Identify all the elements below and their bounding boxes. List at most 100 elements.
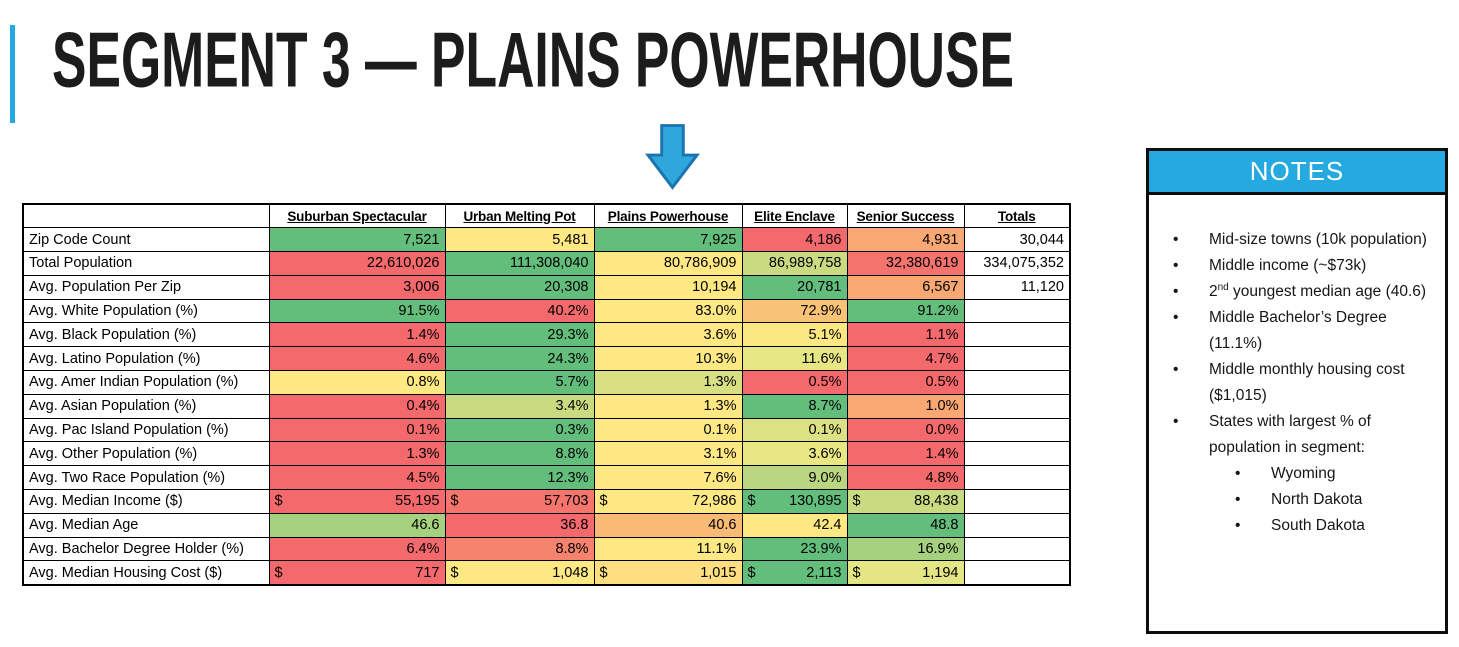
notes-item-text: 2nd youngest median age (40.6)	[1209, 281, 1427, 300]
value-cell: 7,521	[268, 227, 446, 253]
value-cell: $717	[268, 560, 446, 586]
notes-item-text: Middle income (~$73k)	[1209, 257, 1367, 274]
value-cell: 1.3%	[593, 370, 743, 395]
table-header: Suburban Spectacular Urban Melting Pot Pla…	[22, 203, 1071, 229]
total-cell: 11,120	[963, 274, 1071, 300]
value-cell: $55,195	[268, 489, 446, 514]
value-cell: 0.4%	[268, 393, 446, 419]
value-cell: 20,781	[741, 274, 848, 300]
notes-sub-item: • South Dakota	[1169, 513, 1431, 539]
notes-item: • States with largest % of population in …	[1169, 409, 1431, 461]
value-cell: 29.3%	[444, 322, 595, 348]
table-row: Avg. White Population (%) 91.5% 40.2% 83.0%…	[22, 298, 1071, 324]
notes-item-text: Middle Bachelor’s Degree (11.1%)	[1209, 309, 1387, 352]
value-cell: 42.4	[741, 512, 848, 538]
notes-sub-item: • North Dakota	[1169, 487, 1431, 513]
bullet-icon: •	[1173, 309, 1179, 326]
currency-symbol: $	[450, 564, 459, 581]
row-label-cell: Avg. Amer Indian Population (%)	[22, 370, 270, 395]
total-cell	[963, 536, 1071, 562]
notes-body: • Mid-size towns (10k population) • Middle …	[1149, 195, 1445, 539]
value-cell: 4.8%	[846, 465, 965, 491]
table-row: Avg. Pac Island Population (%) 0.1% 0.3% 0.…	[22, 417, 1071, 443]
value-cell: $1,194	[846, 560, 965, 586]
row-label-cell: Zip Code Count	[22, 227, 270, 253]
value-cell: 1.3%	[268, 441, 446, 467]
table-row: Avg. Black Population (%) 1.4% 29.3% 3.6% 5.…	[22, 322, 1071, 348]
value-cell: 0.8%	[268, 370, 446, 395]
value-cell: $57,703	[444, 489, 595, 514]
bullet-icon: •	[1235, 491, 1241, 508]
notes-item-text: Middle monthly housing cost ($1,015)	[1209, 361, 1405, 404]
value-cell: 5.7%	[444, 370, 595, 395]
row-label-cell: Avg. Other Population (%)	[22, 441, 270, 467]
value-cell: 5.1%	[741, 322, 848, 348]
value-cell: 4.5%	[268, 465, 446, 491]
value-cell: 1.4%	[846, 441, 965, 467]
notes-sub-item-text: South Dakota	[1271, 517, 1365, 534]
total-cell: 334,075,352	[963, 251, 1071, 276]
notes-item: • Middle income (~$73k)	[1169, 253, 1431, 279]
notes-sub-item-text: Wyoming	[1271, 465, 1336, 482]
table-row: Avg. Median Age 46.6 36.8 40.6 42.4 48.8	[22, 512, 1071, 538]
bullet-icon: •	[1235, 465, 1241, 482]
total-cell	[963, 417, 1071, 443]
row-label-cell: Total Population	[22, 251, 270, 276]
notes-title: NOTES	[1149, 151, 1445, 195]
title-accent-bar	[10, 25, 15, 123]
notes-item: • Middle Bachelor’s Degree (11.1%)	[1169, 305, 1431, 357]
column-header-elite-enclave: Elite Enclave	[741, 203, 848, 229]
value-cell: 0.1%	[741, 417, 848, 443]
segment-comparison-table: Suburban Spectacular Urban Melting Pot Pla…	[22, 203, 1071, 586]
value-cell: 7,925	[593, 227, 743, 253]
corner-cell	[22, 203, 270, 229]
row-label-cell: Avg. Population Per Zip	[22, 274, 270, 300]
row-label-cell: Avg. Median Income ($)	[22, 489, 270, 514]
bullet-icon: •	[1173, 231, 1179, 248]
value-cell: 86,989,758	[741, 251, 848, 276]
total-cell	[963, 465, 1071, 491]
table-row: Avg. Two Race Population (%) 4.5% 12.3% 7.6…	[22, 465, 1071, 491]
value-cell: 3,006	[268, 274, 446, 300]
value-cell: 0.3%	[444, 417, 595, 443]
value-cell: 7.6%	[593, 465, 743, 491]
total-cell	[963, 393, 1071, 419]
value-cell: 6.4%	[268, 536, 446, 562]
table-row: Avg. Median Housing Cost ($) $717 $1,048 $1…	[22, 560, 1071, 586]
notes-sub-item: • Wyoming	[1169, 461, 1431, 487]
value-cell: 91.2%	[846, 298, 965, 324]
value-cell: $88,438	[846, 489, 965, 514]
total-cell	[963, 346, 1071, 372]
row-label-cell: Avg. Asian Population (%)	[22, 393, 270, 419]
value-cell: 3.6%	[593, 322, 743, 348]
notes-item: • 2nd youngest median age (40.6)	[1169, 279, 1431, 305]
value-cell: 36.8	[444, 512, 595, 538]
currency-symbol: $	[450, 493, 459, 510]
value-cell: 72.9%	[741, 298, 848, 324]
value-cell: 11.1%	[593, 536, 743, 562]
currency-symbol: $	[274, 564, 283, 581]
value-cell: 22,610,026	[268, 251, 446, 276]
value-cell: 8.8%	[444, 536, 595, 562]
value-cell: 32,380,619	[846, 251, 965, 276]
value-cell: $2,113	[741, 560, 848, 586]
value-cell: 3.6%	[741, 441, 848, 467]
row-label-cell: Avg. Two Race Population (%)	[22, 465, 270, 491]
table-row: Avg. Asian Population (%) 0.4% 3.4% 1.3% 8.7…	[22, 393, 1071, 419]
notes-item: • Mid-size towns (10k population)	[1169, 227, 1431, 253]
currency-symbol: $	[274, 493, 283, 510]
table-row: Avg. Other Population (%) 1.3% 8.8% 3.1% 3.6…	[22, 441, 1071, 467]
value-cell: 46.6	[268, 512, 446, 538]
value-cell: 0.1%	[593, 417, 743, 443]
value-cell: 9.0%	[741, 465, 848, 491]
column-header-suburban-spectacular: Suburban Spectacular	[268, 203, 446, 229]
notes-sub-item-text: North Dakota	[1271, 491, 1363, 508]
column-header-plains-powerhouse: Plains Powerhouse	[593, 203, 743, 229]
row-label-cell: Avg. Latino Population (%)	[22, 346, 270, 372]
total-cell	[963, 560, 1071, 586]
value-cell: 111,308,040	[444, 251, 595, 276]
value-cell: 0.5%	[846, 370, 965, 395]
value-cell: 8.7%	[741, 393, 848, 419]
currency-symbol: $	[599, 493, 608, 510]
total-cell	[963, 370, 1071, 395]
